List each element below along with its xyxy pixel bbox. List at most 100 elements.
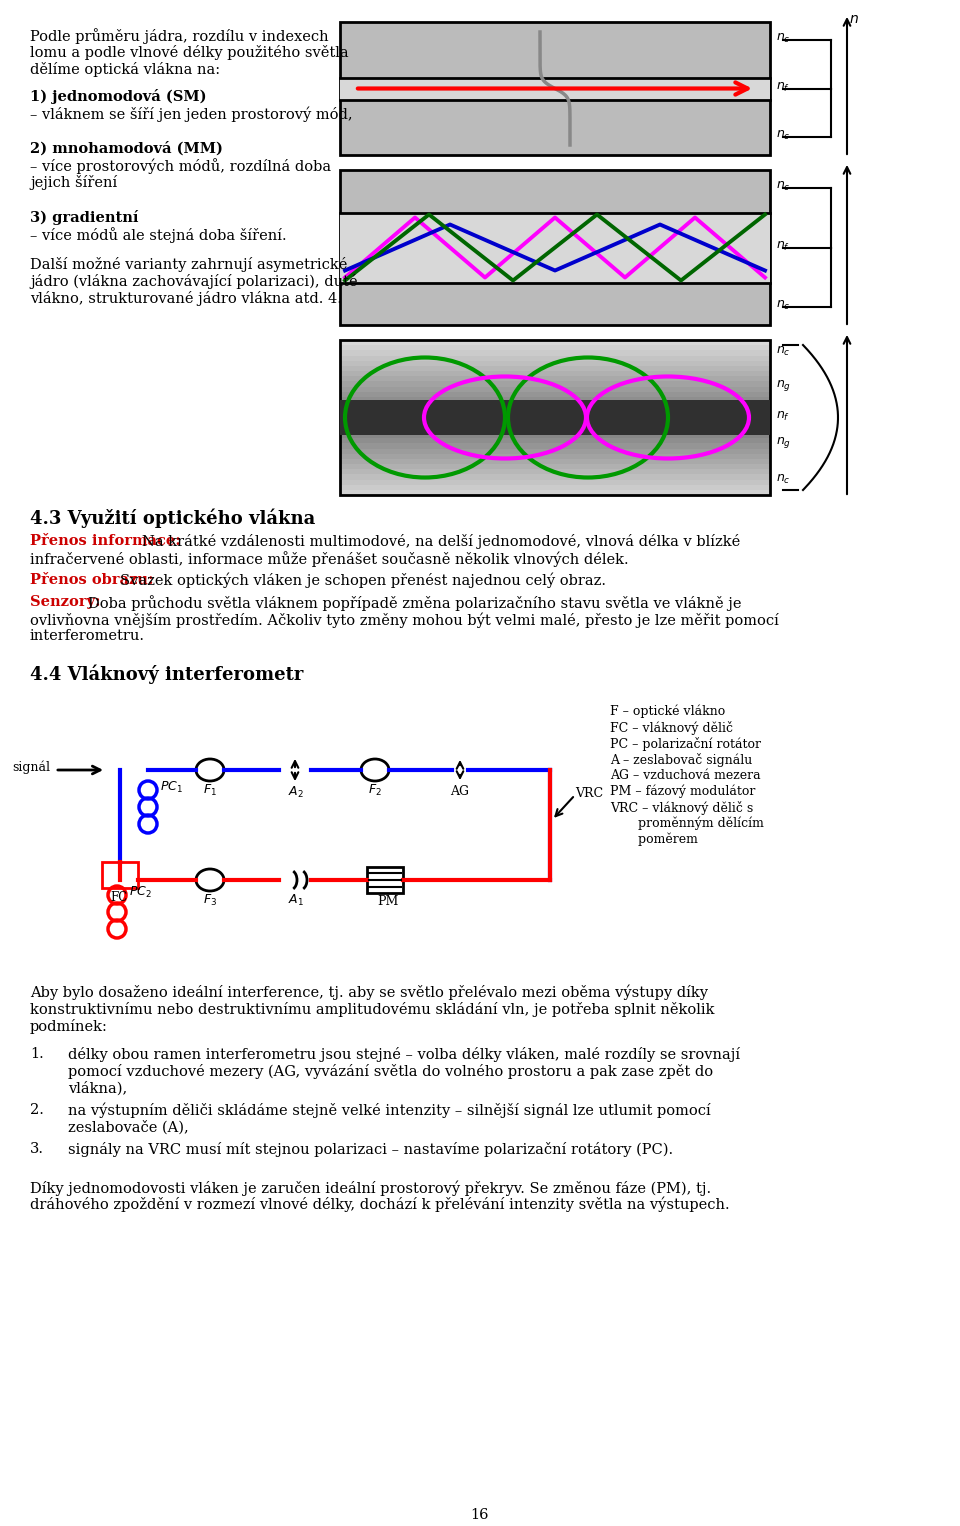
Text: dráhového zpoždění v rozmezí vlnové délky, dochází k přelévání intenzity světla : dráhového zpoždění v rozmezí vlnové délk… xyxy=(30,1196,730,1213)
Text: interferometru.: interferometru. xyxy=(30,629,145,642)
Text: 4.4 Vláknový interferometr: 4.4 Vláknový interferometr xyxy=(30,665,303,685)
Text: $n$: $n$ xyxy=(849,12,859,26)
Text: poměrem: poměrem xyxy=(610,833,698,847)
Text: 4.3 Využití optického vlákna: 4.3 Využití optického vlákna xyxy=(30,508,315,528)
Bar xyxy=(340,366,770,371)
Bar xyxy=(340,479,770,485)
Text: $n_c$: $n_c$ xyxy=(776,32,791,46)
Text: F – optické vlákno: F – optické vlákno xyxy=(610,705,725,719)
Text: proměnným dělícím: proměnným dělícím xyxy=(610,816,764,830)
Bar xyxy=(340,400,770,435)
Text: – více prostorových módů, rozdílná doba: – více prostorových módů, rozdílná doba xyxy=(30,159,331,174)
Text: Díky jednomodovosti vláken je zaručen ideální prostorový překryv. Se změnou fáze: Díky jednomodovosti vláken je zaručen id… xyxy=(30,1180,711,1195)
Bar xyxy=(340,377,770,382)
Text: PM: PM xyxy=(377,896,398,908)
Text: 1) jednomodová (SM): 1) jednomodová (SM) xyxy=(30,89,206,104)
Text: FC: FC xyxy=(110,891,128,903)
Bar xyxy=(340,169,770,325)
Text: Přenos obrazu:: Přenos obrazu: xyxy=(30,572,154,588)
Text: $n_c$: $n_c$ xyxy=(776,130,791,142)
Text: $n_c$: $n_c$ xyxy=(776,299,791,313)
Ellipse shape xyxy=(196,758,224,781)
Text: 3.: 3. xyxy=(30,1141,44,1157)
Bar xyxy=(340,351,770,356)
Text: jádro (vlákna zachovávající polarizaci), duté: jádro (vlákna zachovávající polarizaci),… xyxy=(30,275,358,288)
Text: $A_1$: $A_1$ xyxy=(288,893,304,908)
Text: Na krátké vzdálenosti multimodové, na delší jednomodové, vlnová délka v blízké: Na krátké vzdálenosti multimodové, na de… xyxy=(142,534,740,549)
Bar xyxy=(340,392,770,397)
Text: AG – vzduchová mezera: AG – vzduchová mezera xyxy=(610,769,760,781)
Text: Přenos informace:: Přenos informace: xyxy=(30,534,180,548)
Bar xyxy=(340,340,770,494)
Bar xyxy=(340,382,770,386)
Text: 3) gradientní: 3) gradientní xyxy=(30,211,138,224)
Bar xyxy=(340,397,770,401)
Bar xyxy=(340,438,770,444)
Text: – vláknem se šíří jen jeden prostorový mód,: – vláknem se šíří jen jeden prostorový m… xyxy=(30,105,352,122)
Bar xyxy=(340,21,770,156)
Text: $F_1$: $F_1$ xyxy=(203,783,217,798)
Bar xyxy=(340,212,770,282)
Bar xyxy=(340,407,770,412)
Ellipse shape xyxy=(196,868,224,891)
Text: – více módů ale stejná doba šíření.: – více módů ale stejná doba šíření. xyxy=(30,227,287,243)
Text: signál: signál xyxy=(12,761,50,775)
Text: $PC_1$: $PC_1$ xyxy=(160,780,183,795)
Bar xyxy=(340,485,770,490)
Text: 2) mnohamodová (MM): 2) mnohamodová (MM) xyxy=(30,140,223,156)
Text: 16: 16 xyxy=(470,1508,490,1521)
Text: infračervené oblasti, informace může přenášet současně několik vlnových délek.: infračervené oblasti, informace může pře… xyxy=(30,551,629,566)
Text: $PC_2$: $PC_2$ xyxy=(129,885,152,900)
Text: A – zeslabovač signálu: A – zeslabovač signálu xyxy=(610,752,753,768)
Text: konstruktivnímu nebo destruktivnímu amplitudovému skládání vln, je potřeba splni: konstruktivnímu nebo destruktivnímu ampl… xyxy=(30,1003,714,1016)
Text: pomocí vzduchové mezery (AG, vyvázání světla do volného prostoru a pak zase zpět: pomocí vzduchové mezery (AG, vyvázání sv… xyxy=(68,1064,713,1079)
Text: $F_2$: $F_2$ xyxy=(368,783,382,798)
Bar xyxy=(340,444,770,449)
Bar xyxy=(340,345,770,351)
Bar xyxy=(340,412,770,418)
Text: $n_c$: $n_c$ xyxy=(776,180,791,194)
Text: Svazek optických vláken je schopen přenést najednou celý obraz.: Svazek optických vláken je schopen přené… xyxy=(120,572,606,589)
Bar xyxy=(340,423,770,427)
Text: zeslabovače (A),: zeslabovače (A), xyxy=(68,1120,189,1134)
Bar xyxy=(340,453,770,459)
Text: FC – vláknový dělič: FC – vláknový dělič xyxy=(610,720,733,736)
Text: dělíme optická vlákna na:: dělíme optická vlákna na: xyxy=(30,63,220,76)
Bar xyxy=(340,464,770,468)
Text: PC – polarizační rotátor: PC – polarizační rotátor xyxy=(610,737,761,751)
Text: Doba průchodu světla vláknem popřípadě změna polarizačního stavu světla ve vlákn: Doba průchodu světla vláknem popřípadě z… xyxy=(88,595,741,610)
Text: Senzory:: Senzory: xyxy=(30,595,101,609)
Text: $n_g$: $n_g$ xyxy=(776,435,791,450)
Text: jejich šíření: jejich šíření xyxy=(30,175,117,191)
Text: délky obou ramen interferometru jsou stejné – volba délky vláken, malé rozdíly s: délky obou ramen interferometru jsou ste… xyxy=(68,1047,740,1062)
Text: $n_f$: $n_f$ xyxy=(776,81,790,93)
Text: vlákna),: vlákna), xyxy=(68,1080,128,1096)
Text: lomu a podle vlnové délky použitého světla: lomu a podle vlnové délky použitého svět… xyxy=(30,44,348,60)
Bar xyxy=(340,401,770,407)
Text: VRC: VRC xyxy=(575,787,603,800)
Bar xyxy=(340,360,770,366)
Text: $n_f$: $n_f$ xyxy=(776,240,790,253)
Bar xyxy=(102,862,138,888)
Text: $n_c$: $n_c$ xyxy=(776,345,791,359)
Text: 1.: 1. xyxy=(30,1047,44,1061)
Text: PM – fázový modulátor: PM – fázový modulátor xyxy=(610,784,756,798)
Text: Aby bylo dosaženo ideální interference, tj. aby se světlo přelévalo mezi oběma v: Aby bylo dosaženo ideální interference, … xyxy=(30,984,708,1001)
Bar xyxy=(340,340,770,345)
Bar xyxy=(340,459,770,464)
Text: vlákno, strukturované jádro vlákna atd. 4.: vlákno, strukturované jádro vlákna atd. … xyxy=(30,291,342,307)
Text: signály na VRC musí mít stejnou polarizaci – nastavíme polarizační rotátory (PC): signály na VRC musí mít stejnou polariza… xyxy=(68,1141,673,1157)
Bar xyxy=(340,475,770,479)
Text: Podle průměru jádra, rozdílu v indexech: Podle průměru jádra, rozdílu v indexech xyxy=(30,27,328,44)
Text: podmínek:: podmínek: xyxy=(30,1019,108,1035)
Bar xyxy=(340,386,770,392)
Text: $F_3$: $F_3$ xyxy=(203,893,217,908)
Text: $n_f$: $n_f$ xyxy=(776,409,790,423)
Bar xyxy=(367,867,403,893)
Text: ovlivňovna vnějším prostředím. Ačkoliv tyto změny mohou být velmi malé, přesto j: ovlivňovna vnějším prostředím. Ačkoliv t… xyxy=(30,612,779,627)
Text: AG: AG xyxy=(450,784,469,798)
Bar xyxy=(340,468,770,475)
Text: Další možné varianty zahrnují asymetrické: Další možné varianty zahrnují asymetrick… xyxy=(30,256,348,272)
Bar xyxy=(340,490,770,494)
Bar xyxy=(340,78,770,99)
